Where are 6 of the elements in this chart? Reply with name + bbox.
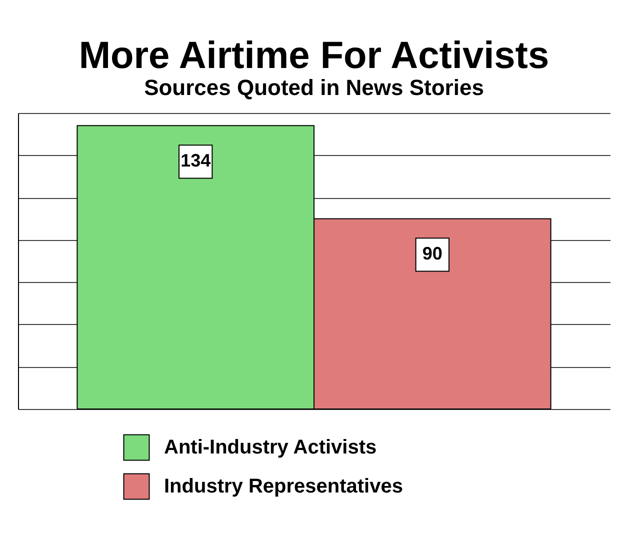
data-label: 90 <box>422 244 442 264</box>
data-label: 134 <box>180 150 211 171</box>
chart-title: More Airtime For Activists <box>78 35 550 77</box>
legend-label: Industry Representatives <box>164 476 403 498</box>
legend-label: Anti-Industry Activists <box>164 436 377 458</box>
chart-subtitle: Sources Quoted in News Stories <box>144 75 484 100</box>
